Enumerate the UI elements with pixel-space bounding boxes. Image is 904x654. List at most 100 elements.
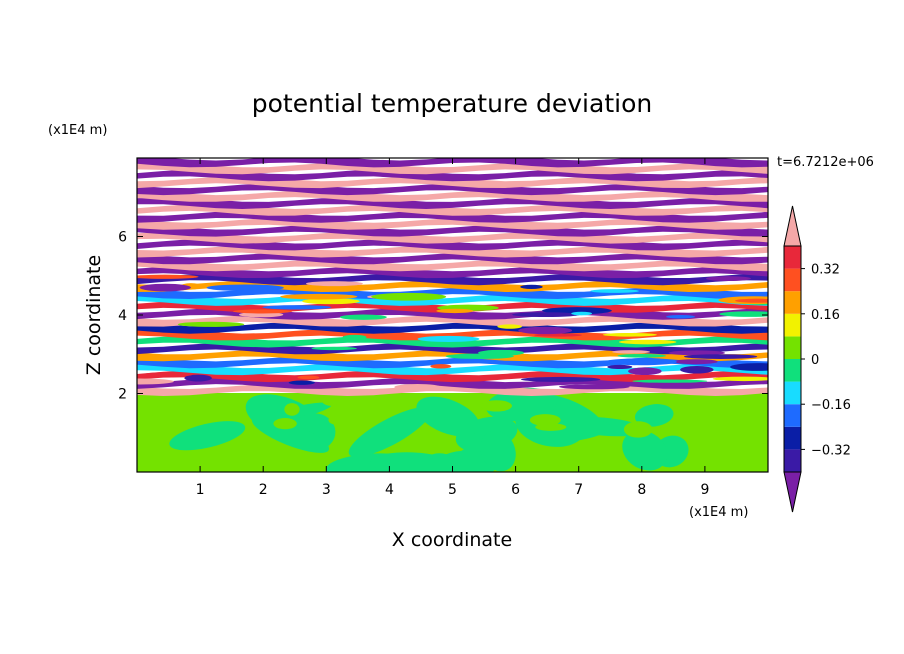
temperature-streak <box>559 384 630 390</box>
lower-layer-patch <box>529 414 561 426</box>
temperature-band <box>137 328 768 341</box>
temperature-streak <box>668 350 726 356</box>
lower-layer-patch <box>273 418 297 430</box>
temperature-band <box>137 224 768 237</box>
x-axis-unit: (x1E4 m) <box>689 505 748 520</box>
temperature-streak <box>288 380 315 385</box>
temperature-streak <box>590 289 639 293</box>
colorbar-tick-label: −0.16 <box>811 398 851 413</box>
y-axis-label: Z coordinate <box>83 255 105 375</box>
x-axis-label: X coordinate <box>392 529 512 551</box>
colorbar-segment <box>784 359 801 382</box>
x-tick-label: 7 <box>574 482 583 498</box>
colorbar-segment <box>784 313 801 337</box>
temperature-streak <box>177 321 245 327</box>
temperature-streak <box>142 372 193 377</box>
temperature-streak <box>280 293 358 300</box>
temperature-streak <box>618 339 677 345</box>
temperature-streak <box>719 311 768 317</box>
temperature-band <box>137 197 768 209</box>
colorbar-extend-max <box>783 205 802 247</box>
temperature-streak <box>628 367 662 376</box>
x-tick-label: 4 <box>385 482 394 498</box>
lower-layer-patterns <box>137 387 763 472</box>
temperature-streak <box>206 284 284 292</box>
lower-layer-patch <box>735 412 763 429</box>
colorbar-tick-label: 0.16 <box>811 308 840 323</box>
temperature-streak <box>339 314 387 320</box>
x-tick-label: 9 <box>700 482 709 498</box>
colorbar-tick-label: 0.32 <box>811 263 840 278</box>
temperature-streak <box>666 315 696 319</box>
temperature-streak <box>602 333 657 337</box>
temperature-streak <box>139 283 191 292</box>
temperature-band <box>137 231 768 244</box>
colorbar-segment <box>784 404 801 427</box>
temperature-streak <box>534 333 582 337</box>
chart-title: potential temperature deviation <box>252 89 652 118</box>
temperature-streak <box>512 312 580 318</box>
lower-layer-patch <box>328 414 351 426</box>
temperature-streak <box>684 354 758 359</box>
y-axis-unit: (x1E4 m) <box>48 123 107 138</box>
temperature-band <box>137 162 768 175</box>
lower-layer-patch <box>486 387 558 422</box>
temperature-streak <box>617 354 667 358</box>
temperature-band <box>137 259 768 272</box>
lower-layer-patch <box>425 453 465 472</box>
temperature-streak <box>730 363 768 371</box>
colorbar-segment <box>784 246 801 269</box>
temperature-streak <box>706 276 751 282</box>
colorbar-segment <box>784 336 801 359</box>
temperature-band <box>137 190 768 202</box>
temperature-streak <box>520 284 543 289</box>
heatmap-field <box>137 158 768 472</box>
temperature-streak <box>342 334 367 340</box>
lower-layer-patch <box>480 430 516 472</box>
temperature-streak <box>445 353 514 360</box>
lower-layer-patch <box>251 416 330 453</box>
temperature-streak <box>632 379 708 383</box>
x-tick-label: 5 <box>448 482 457 498</box>
temperature-streak <box>734 298 768 303</box>
temperature-streak <box>605 358 677 366</box>
colorbar-segment <box>784 291 801 314</box>
temperature-streak <box>394 383 441 391</box>
x-tick-label: 3 <box>322 482 331 498</box>
temperature-band <box>137 321 768 334</box>
lower-layer-patch <box>416 396 480 437</box>
temperature-streak <box>417 335 480 343</box>
temperature-streak <box>302 298 360 305</box>
colorbar-segment <box>784 449 801 472</box>
x-tick-label: 1 <box>196 482 205 498</box>
y-tick-label: 2 <box>118 387 127 403</box>
y-tick-label: 4 <box>118 308 127 324</box>
time-label: t=6.7212e+06 <box>777 155 874 170</box>
y-tick-label: 6 <box>118 230 127 246</box>
lower-layer-patch <box>622 430 668 471</box>
colorbar: 0.32 0.16 0 −0.16 −0.32 <box>783 205 851 513</box>
temperature-band <box>137 363 768 376</box>
temperature-streak <box>184 374 212 382</box>
temperature-streak <box>673 359 718 365</box>
colorbar-segment <box>784 381 801 405</box>
x-tick-label: 8 <box>637 482 646 498</box>
temperature-streak <box>712 376 768 382</box>
temperature-band <box>137 266 768 279</box>
upper-layer-bands <box>137 158 768 396</box>
temperature-streak <box>413 376 451 380</box>
temperature-streak <box>137 378 174 385</box>
x-axis-ticks: 1 2 3 4 5 6 7 8 9 <box>196 158 709 498</box>
y-axis-ticks: 2 4 6 <box>118 230 768 403</box>
lower-layer-patch <box>535 423 567 431</box>
temperature-streak <box>297 375 320 380</box>
colorbar-tick-label: −0.32 <box>811 443 851 458</box>
temperature-streak <box>436 308 474 314</box>
temperature-streak <box>571 311 593 316</box>
x-tick-label: 6 <box>511 482 520 498</box>
temperature-streak <box>680 365 714 374</box>
temperature-streak <box>137 274 199 279</box>
lower-layer-patch <box>623 421 653 438</box>
temperature-streak <box>430 364 452 369</box>
